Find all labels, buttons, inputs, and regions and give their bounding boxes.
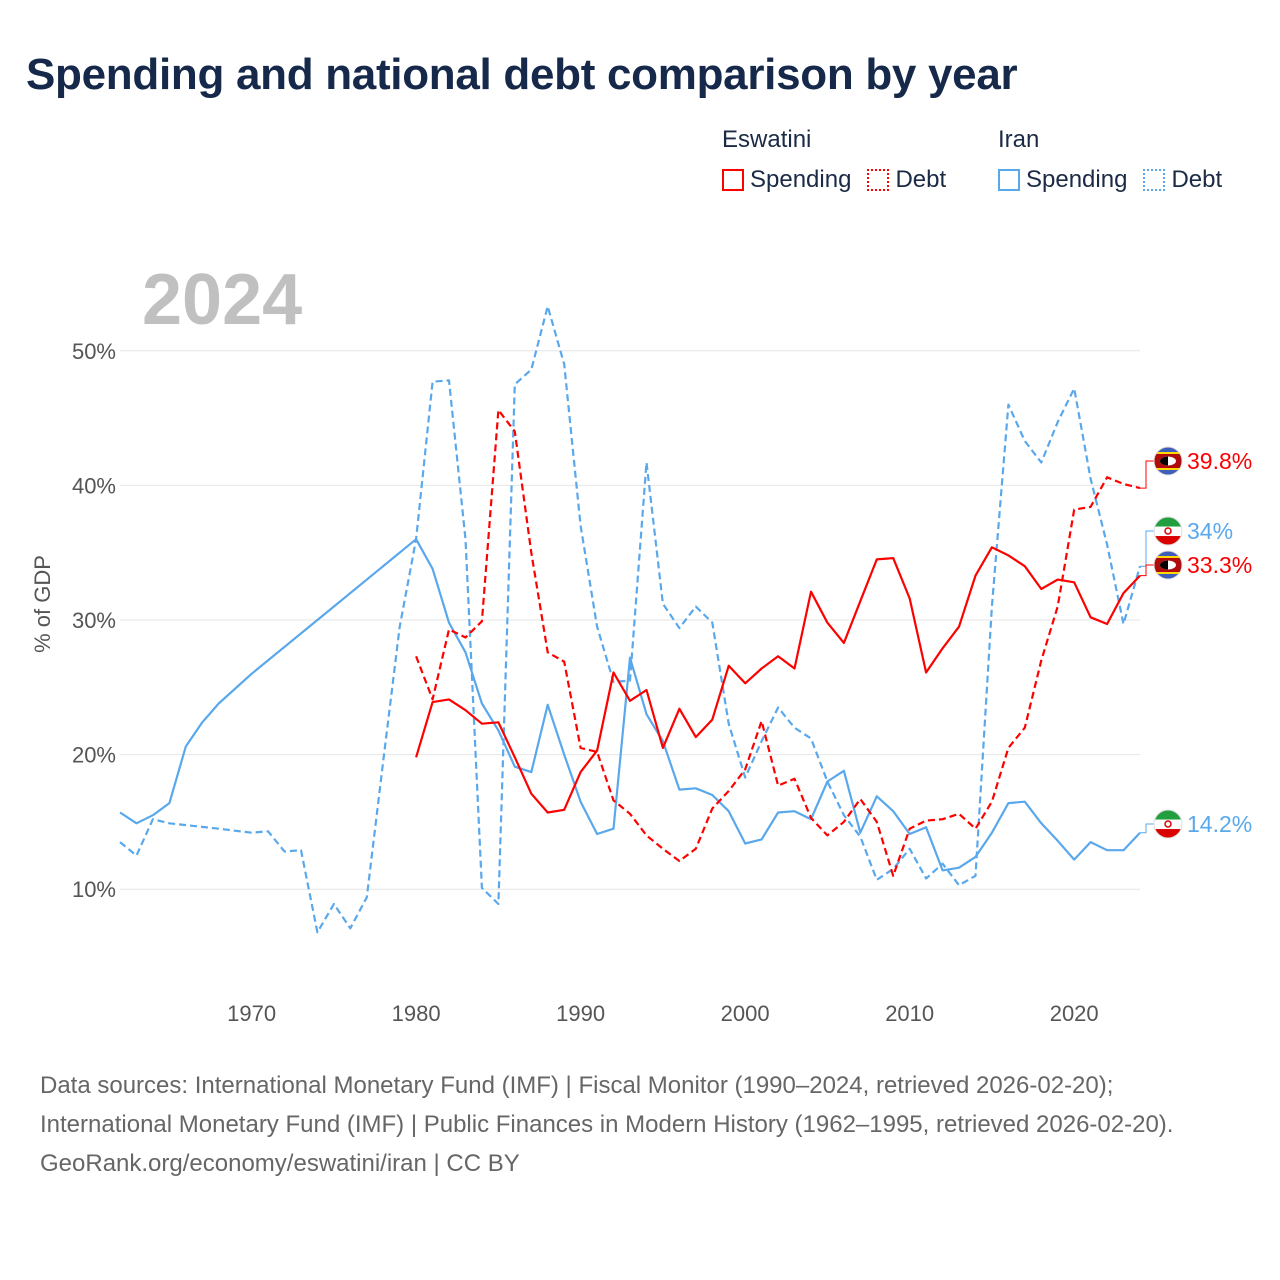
legend-eswatini-spending-label: Spending xyxy=(750,166,852,193)
x-tick-label: 2010 xyxy=(885,1001,934,1026)
y-tick-label: 30% xyxy=(72,608,116,633)
dotted-line-swatch-icon xyxy=(867,169,890,191)
end-label-iran_spending: 14.2% xyxy=(1140,809,1252,839)
end-value-label: 39.8% xyxy=(1187,448,1252,474)
x-tick-label: 1970 xyxy=(227,1001,276,1026)
legend-iran-debt-label: Debt xyxy=(1171,166,1223,193)
x-tick-label: 2000 xyxy=(721,1001,770,1026)
legend-eswatini-spending[interactable]: Spending xyxy=(722,164,851,196)
legend-eswatini-debt[interactable]: Debt xyxy=(867,164,946,196)
legend-eswatini-title: Eswatini xyxy=(722,126,812,153)
end-label-esw_spending: 33.3% xyxy=(1140,550,1252,580)
eswatini-flag-icon xyxy=(1154,551,1182,579)
iran-flag-icon xyxy=(1154,517,1182,545)
y-tick-label: 50% xyxy=(72,339,116,364)
dotted-line-swatch-icon xyxy=(1143,169,1166,191)
solid-line-swatch-icon xyxy=(998,169,1020,191)
y-axis-label: % of GDP xyxy=(30,555,55,653)
end-label-iran_debt: 34% xyxy=(1140,516,1233,567)
series-line-esw_spending xyxy=(415,546,1141,814)
end-value-label: 33.3% xyxy=(1187,552,1252,578)
legend-iran: Iran Spending Debt xyxy=(998,124,1222,196)
end-value-label: 14.2% xyxy=(1187,811,1252,837)
eswatini-flag-icon xyxy=(1154,447,1182,475)
y-tick-label: 20% xyxy=(72,743,116,768)
data-sources: Data sources: International Monetary Fun… xyxy=(40,1072,1174,1138)
solid-line-swatch-icon xyxy=(722,169,744,191)
legend-iran-title: Iran xyxy=(998,126,1040,153)
chart-title: Spending and national debt comparison by… xyxy=(26,50,1018,99)
legend-iran-spending-label: Spending xyxy=(1026,166,1128,193)
x-tick-label: 1990 xyxy=(556,1001,605,1026)
footer: Data sources: International Monetary Fun… xyxy=(40,1066,1240,1183)
legend-iran-spending[interactable]: Spending xyxy=(998,164,1127,196)
series-line-iran_spending xyxy=(119,538,1141,872)
legend-eswatini: Eswatini Spending Debt xyxy=(722,124,946,196)
x-tick-label: 2020 xyxy=(1050,1001,1099,1026)
x-tick-label: 1980 xyxy=(392,1001,441,1026)
y-tick-label: 10% xyxy=(72,877,116,902)
series-line-esw_debt xyxy=(415,408,1141,877)
series-line-iran_debt xyxy=(119,305,1142,934)
legend-eswatini-debt-label: Debt xyxy=(895,166,947,193)
year-label: 2024 xyxy=(142,260,302,340)
y-tick-label: 40% xyxy=(72,473,116,498)
end-value-label: 34% xyxy=(1187,518,1233,544)
legend-iran-debt[interactable]: Debt xyxy=(1143,164,1222,196)
credit-link[interactable]: GeoRank.org/economy/eswatini/iran | CC B… xyxy=(40,1150,520,1177)
iran-flag-icon xyxy=(1154,810,1182,838)
line-chart: 10% 20% 30% 40% 50% 1970 1980 1990 2000 2010 2020%… xyxy=(30,260,1252,1026)
end-label-esw_debt: 39.8% xyxy=(1140,446,1252,489)
